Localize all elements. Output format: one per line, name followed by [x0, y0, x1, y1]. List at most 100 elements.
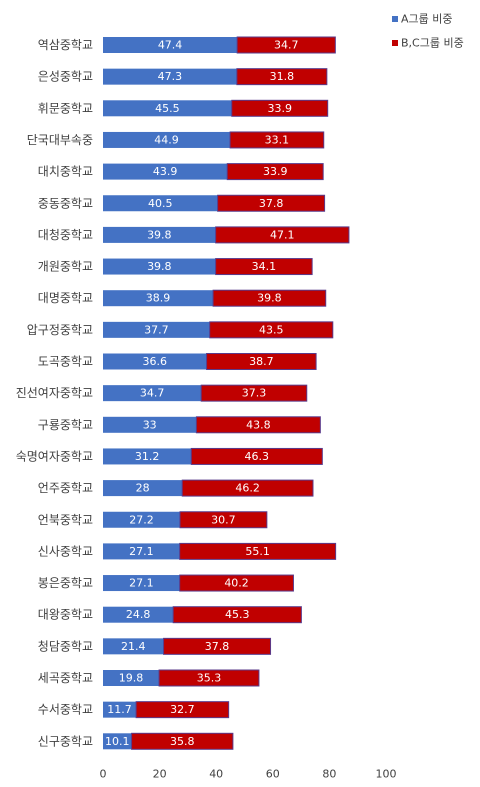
bars — [103, 36, 350, 750]
bar-segment-a — [103, 638, 164, 655]
data-label: 31.2 — [135, 450, 160, 463]
category-label: 개원중학교 — [38, 260, 93, 274]
bar-segment-a — [103, 701, 137, 718]
legend-label: A그룹 비중 — [401, 13, 453, 26]
data-label: 36.6 — [143, 355, 168, 368]
data-label: 30.7 — [211, 513, 236, 526]
category-label: 단국대부속중 — [27, 133, 93, 147]
bar-segment-bc — [215, 226, 350, 244]
data-label: 37.8 — [259, 197, 284, 210]
data-label: 19.8 — [119, 672, 144, 685]
bar-segment-a — [103, 480, 183, 497]
category-label: 신구중학교 — [38, 734, 93, 748]
bar-segment-bc — [236, 36, 336, 54]
bar-segment-a — [103, 195, 218, 212]
bar-segment-bc — [217, 194, 326, 212]
category-label: 도곡중학교 — [38, 355, 93, 369]
data-label: 37.3 — [242, 387, 267, 400]
data-label: 39.8 — [147, 260, 172, 273]
category-label: 은성중학교 — [38, 70, 93, 84]
x-tick-label: 100 — [376, 768, 397, 781]
bar-segment-a — [103, 353, 207, 370]
category-label: 봉은중학교 — [38, 576, 93, 590]
category-label: 대명중학교 — [38, 291, 93, 305]
category-label: 청담중학교 — [38, 639, 93, 653]
category-label: 언북중학교 — [38, 513, 93, 527]
category-label: 대왕중학교 — [38, 608, 93, 622]
category-label: 진선여자중학교 — [16, 386, 93, 400]
bar-segment-a — [103, 68, 237, 85]
bar-segment-a — [103, 448, 192, 465]
legend-swatch — [392, 16, 398, 22]
data-label: 35.8 — [170, 735, 195, 748]
category-label: 역삼중학교 — [38, 38, 93, 52]
bar-segment-bc — [226, 163, 324, 181]
x-tick-label: 20 — [153, 768, 167, 781]
data-label: 43.8 — [246, 418, 271, 431]
data-label: 34.7 — [274, 39, 299, 52]
data-label: 40.2 — [224, 577, 249, 590]
data-label: 40.5 — [148, 197, 173, 210]
bar-segment-bc — [172, 606, 302, 624]
data-label: 33.9 — [263, 165, 288, 178]
category-label: 수서중학교 — [38, 703, 93, 717]
bar-segment-a — [103, 385, 202, 402]
data-label: 39.8 — [257, 292, 282, 305]
bar-segment-a — [103, 416, 197, 433]
bar-segment-a — [103, 606, 174, 623]
bar-segment-a — [103, 670, 160, 686]
bar-segment-a — [103, 733, 132, 750]
data-labels: 47.4 34.7 47.3 31.8 45.5 33.9 44.9 33.1 43.9 33.9… — [105, 39, 298, 748]
bar-segment-bc — [236, 68, 328, 86]
x-axis-ticks: 0 20 40 60 80 100 — [100, 768, 397, 781]
bar-segment-a — [103, 543, 180, 560]
data-label: 21.4 — [121, 640, 146, 653]
bar-segment-a — [103, 575, 180, 592]
data-label: 45.3 — [225, 608, 250, 621]
data-label: 35.3 — [197, 672, 222, 685]
bar-segment-a — [103, 258, 216, 275]
category-label: 언주중학교 — [38, 481, 93, 495]
data-label: 47.3 — [158, 70, 183, 83]
bar-segment-bc — [179, 574, 294, 592]
data-label: 43.9 — [153, 165, 178, 178]
data-label: 34.1 — [252, 260, 277, 273]
data-label: 10.1 — [105, 735, 130, 748]
bar-segment-a — [103, 226, 216, 243]
data-label: 28 — [136, 482, 150, 495]
data-label: 33 — [143, 418, 157, 431]
category-label: 대청중학교 — [38, 228, 93, 242]
x-tick-label: 0 — [100, 768, 107, 781]
data-label: 39.8 — [147, 228, 172, 241]
bar-segment-a — [103, 100, 232, 117]
x-tick-label: 40 — [209, 768, 223, 781]
bar-segment-bc — [195, 416, 321, 434]
x-tick-label: 60 — [266, 768, 280, 781]
bar-segment-bc — [131, 732, 234, 750]
data-label: 43.5 — [259, 323, 284, 336]
bar-segment-bc — [158, 669, 260, 687]
data-label: 37.8 — [205, 640, 230, 653]
category-label: 구룡중학교 — [38, 418, 93, 432]
bar-segment-bc — [181, 479, 314, 497]
data-label: 46.2 — [235, 482, 260, 495]
data-label: 38.9 — [146, 292, 171, 305]
category-label: 세곡중학교 — [38, 671, 93, 685]
bar-segment-bc — [179, 542, 337, 560]
data-label: 46.3 — [245, 450, 270, 463]
bar-segment-bc — [135, 701, 230, 719]
data-label: 37.7 — [144, 323, 169, 336]
bar-segment-bc — [206, 353, 317, 370]
bar-segment-a — [103, 37, 238, 53]
category-label: 대치중학교 — [38, 165, 93, 179]
bar-segment-a — [103, 290, 214, 307]
bar-segment-bc — [190, 447, 323, 465]
category-label: 숙명여자중학교 — [16, 449, 93, 463]
category-label: 중동중학교 — [38, 196, 93, 210]
bar-segment-bc — [229, 131, 325, 149]
data-label: 11.7 — [107, 703, 132, 716]
data-label: 34.7 — [140, 387, 165, 400]
data-label: 44.9 — [154, 133, 179, 146]
legend-swatch — [392, 40, 398, 46]
